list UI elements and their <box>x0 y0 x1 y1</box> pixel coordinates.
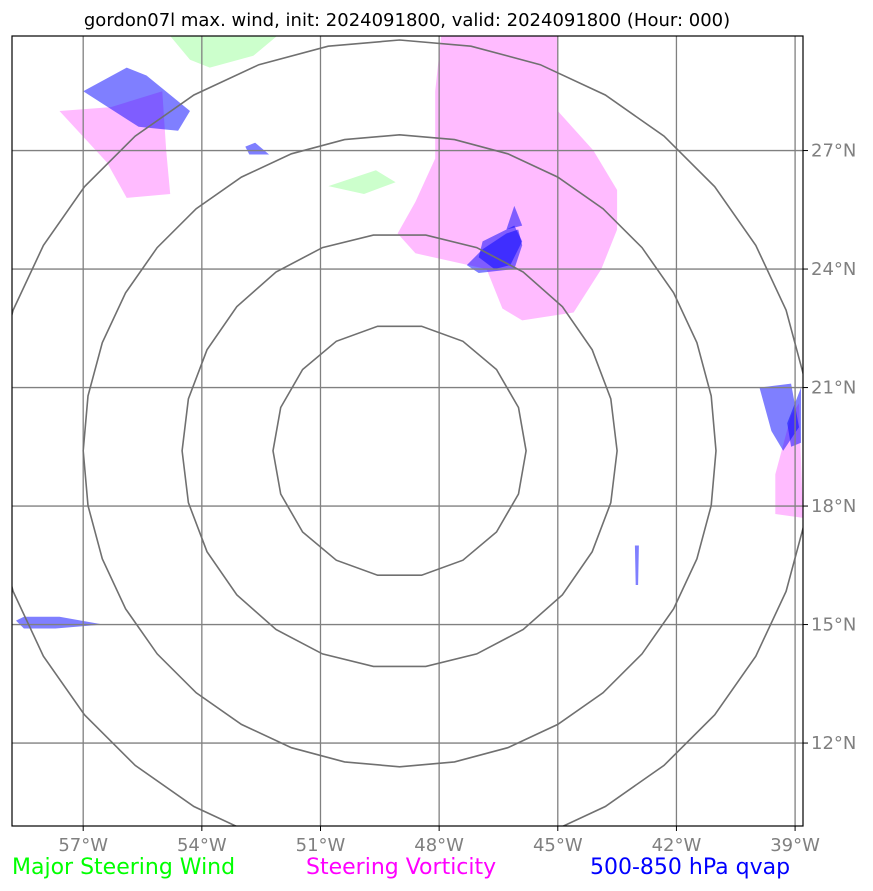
qvap-region-6 <box>787 387 801 447</box>
range-ring <box>272 325 527 577</box>
qvap-region-7 <box>634 545 639 585</box>
x-tick-label: 48°W <box>414 835 464 856</box>
qvap-layer <box>16 67 801 629</box>
x-tick-label: 57°W <box>58 835 108 856</box>
vorticity-region-0 <box>397 36 618 321</box>
graticule <box>12 36 803 826</box>
range-ring <box>181 234 618 668</box>
y-tick-label: 12°N <box>811 733 856 754</box>
y-tick-label: 21°N <box>811 378 856 399</box>
qvap-region-1 <box>245 142 270 155</box>
y-tick-label: 15°N <box>811 615 856 636</box>
x-tick-label: 42°W <box>652 835 702 856</box>
x-tick-label: 39°W <box>770 835 820 856</box>
y-tick-label: 18°N <box>811 496 856 517</box>
qvap-region-8 <box>16 616 103 629</box>
legend-major-steering-wind: Major Steering Wind <box>12 855 235 880</box>
x-tick-label: 54°W <box>177 835 227 856</box>
legend-steering-vorticity: Steering Vorticity <box>306 855 496 880</box>
range-ring <box>12 39 803 826</box>
y-axis-ticks: 27°N 24°N 21°N 18°N 15°N 12°N <box>803 141 856 754</box>
range-ring <box>82 133 717 768</box>
major-steering-wind-layer <box>170 36 396 194</box>
y-tick-label: 24°N <box>811 259 856 280</box>
x-axis-ticks: 57°W 54°W 51°W 48°W 45°W 42°W 39°W <box>58 826 820 856</box>
chart-title: gordon07l max. wind, init: 2024091800, v… <box>84 10 730 31</box>
plot-frame <box>11 35 804 827</box>
range-rings <box>12 39 803 826</box>
wind-region-1 <box>328 170 396 194</box>
y-tick-label: 27°N <box>811 141 856 162</box>
wind-region-0 <box>170 36 277 68</box>
x-tick-label: 45°W <box>533 835 583 856</box>
qvap-region-3 <box>506 205 523 230</box>
qvap-region-4 <box>478 225 523 270</box>
legend-qvap: 500-850 hPa qvap <box>590 855 790 880</box>
qvap-region-0 <box>83 67 190 131</box>
x-tick-label: 51°W <box>296 835 346 856</box>
